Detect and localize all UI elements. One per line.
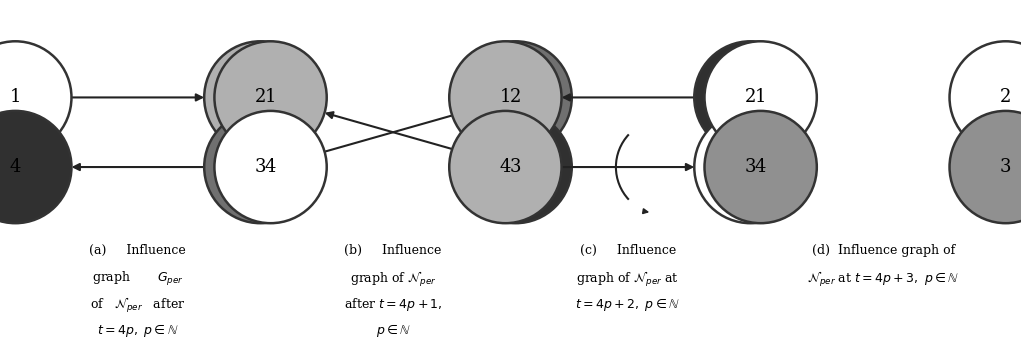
Ellipse shape bbox=[0, 41, 71, 153]
Text: 4: 4 bbox=[499, 158, 512, 176]
Text: of   $\mathcal{N}_{per}$   after: of $\mathcal{N}_{per}$ after bbox=[90, 296, 186, 315]
Text: (c)     Influence: (c) Influence bbox=[580, 244, 676, 256]
Ellipse shape bbox=[0, 111, 71, 223]
Text: $t = 4p,\ p \in \mathbb{N}$: $t = 4p,\ p \in \mathbb{N}$ bbox=[97, 322, 179, 339]
Text: 3: 3 bbox=[254, 158, 266, 176]
Text: (d)  Influence graph of: (d) Influence graph of bbox=[812, 244, 955, 256]
Ellipse shape bbox=[459, 111, 572, 223]
Text: 3: 3 bbox=[509, 158, 522, 176]
Text: 2: 2 bbox=[254, 88, 266, 106]
Text: $\mathcal{N}_{per}$ at $t = 4p+3,\ p \in \mathbb{N}$: $\mathcal{N}_{per}$ at $t = 4p+3,\ p \in… bbox=[807, 270, 960, 289]
Text: 2: 2 bbox=[744, 88, 757, 106]
Text: 1: 1 bbox=[264, 88, 277, 106]
Ellipse shape bbox=[449, 41, 562, 153]
Ellipse shape bbox=[694, 41, 807, 153]
Text: graph of $\mathcal{N}_{per}$: graph of $\mathcal{N}_{per}$ bbox=[350, 270, 436, 289]
Text: graph of $\mathcal{N}_{per}$ at: graph of $\mathcal{N}_{per}$ at bbox=[577, 270, 679, 289]
Ellipse shape bbox=[214, 111, 327, 223]
Text: 4: 4 bbox=[755, 158, 767, 176]
Text: 3: 3 bbox=[744, 158, 757, 176]
Text: 4: 4 bbox=[9, 158, 21, 176]
Text: 1: 1 bbox=[9, 88, 21, 106]
Ellipse shape bbox=[704, 41, 817, 153]
Text: after $t = 4p+1,$: after $t = 4p+1,$ bbox=[344, 296, 442, 313]
Text: 1: 1 bbox=[755, 88, 767, 106]
Ellipse shape bbox=[214, 41, 327, 153]
Ellipse shape bbox=[449, 111, 562, 223]
Ellipse shape bbox=[950, 41, 1021, 153]
Ellipse shape bbox=[950, 111, 1021, 223]
Text: 4: 4 bbox=[264, 158, 277, 176]
Text: $t = 4p+2,\ p \in \mathbb{N}$: $t = 4p+2,\ p \in \mathbb{N}$ bbox=[576, 296, 680, 313]
Text: 3: 3 bbox=[1000, 158, 1012, 176]
Text: (b)     Influence: (b) Influence bbox=[344, 244, 442, 256]
Text: $p \in \mathbb{N}$: $p \in \mathbb{N}$ bbox=[376, 322, 410, 339]
Text: graph       $G_{per}$: graph $G_{per}$ bbox=[92, 270, 184, 288]
Text: 2: 2 bbox=[1000, 88, 1012, 106]
Ellipse shape bbox=[694, 111, 807, 223]
Text: 1: 1 bbox=[499, 88, 512, 106]
Text: (a)     Influence: (a) Influence bbox=[90, 244, 186, 256]
Ellipse shape bbox=[459, 41, 572, 153]
Ellipse shape bbox=[704, 111, 817, 223]
Ellipse shape bbox=[204, 41, 317, 153]
Ellipse shape bbox=[204, 111, 317, 223]
Text: 2: 2 bbox=[509, 88, 522, 106]
